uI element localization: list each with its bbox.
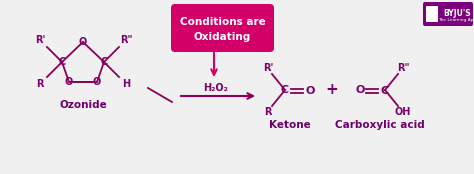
Text: Oxidating: Oxidating	[194, 32, 251, 42]
Text: H₂O₂: H₂O₂	[203, 83, 228, 93]
Text: R: R	[264, 107, 272, 117]
FancyBboxPatch shape	[423, 2, 473, 26]
Text: Carboxylic acid: Carboxylic acid	[335, 120, 425, 130]
Text: BYJU'S: BYJU'S	[443, 9, 471, 18]
Text: C: C	[381, 86, 389, 96]
Text: The Learning App: The Learning App	[438, 18, 474, 22]
Text: C: C	[100, 57, 108, 67]
Text: O: O	[93, 77, 101, 87]
Text: O: O	[356, 85, 365, 95]
Text: O: O	[65, 77, 73, 87]
Text: C: C	[58, 57, 65, 67]
Text: R": R"	[120, 35, 132, 45]
Text: C: C	[281, 85, 289, 95]
Text: R: R	[36, 79, 44, 89]
Text: O: O	[305, 86, 315, 96]
FancyBboxPatch shape	[426, 6, 438, 22]
Text: R': R'	[35, 35, 45, 45]
Text: +: +	[326, 82, 338, 97]
Text: O: O	[79, 37, 87, 47]
Text: R": R"	[397, 63, 409, 73]
Text: R': R'	[263, 63, 273, 73]
Text: Ozonide: Ozonide	[59, 100, 107, 110]
Text: Conditions are: Conditions are	[180, 17, 265, 27]
Text: H: H	[122, 79, 130, 89]
Text: OH: OH	[395, 107, 411, 117]
Text: Ketone: Ketone	[269, 120, 311, 130]
FancyBboxPatch shape	[171, 4, 274, 52]
